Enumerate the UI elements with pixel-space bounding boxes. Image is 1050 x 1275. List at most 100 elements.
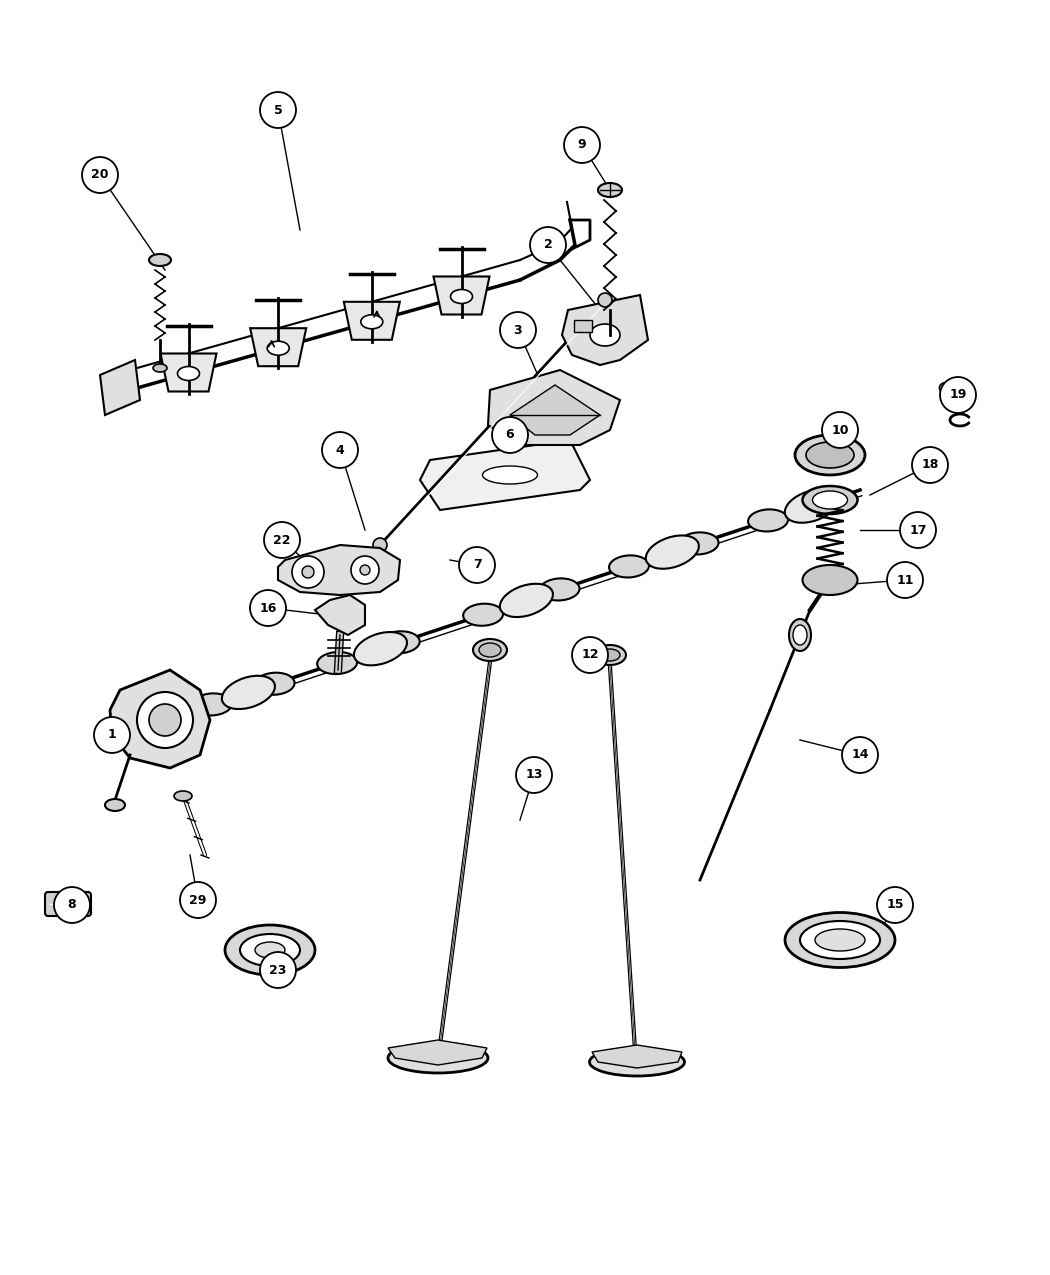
Circle shape — [492, 417, 528, 453]
Ellipse shape — [105, 799, 125, 811]
Circle shape — [598, 293, 612, 307]
Text: 10: 10 — [832, 423, 848, 436]
Text: 5: 5 — [274, 103, 282, 116]
Polygon shape — [420, 440, 590, 510]
Circle shape — [351, 556, 379, 584]
Circle shape — [530, 227, 566, 263]
Ellipse shape — [795, 435, 865, 476]
Ellipse shape — [802, 565, 858, 595]
Text: 29: 29 — [189, 894, 207, 907]
Ellipse shape — [388, 1043, 488, 1074]
Circle shape — [180, 882, 216, 918]
Text: 17: 17 — [909, 524, 927, 537]
Ellipse shape — [793, 625, 807, 645]
Polygon shape — [100, 360, 140, 414]
Text: 23: 23 — [269, 964, 287, 977]
Ellipse shape — [748, 510, 789, 532]
Text: 15: 15 — [886, 899, 904, 912]
Text: 12: 12 — [582, 649, 598, 662]
Text: 9: 9 — [578, 139, 586, 152]
Polygon shape — [110, 669, 210, 768]
Ellipse shape — [815, 929, 865, 951]
Text: 13: 13 — [525, 769, 543, 782]
Ellipse shape — [540, 579, 580, 601]
Ellipse shape — [255, 673, 295, 695]
Polygon shape — [343, 302, 400, 340]
Circle shape — [302, 566, 314, 578]
Circle shape — [887, 562, 923, 598]
Circle shape — [54, 887, 90, 923]
Circle shape — [940, 377, 976, 413]
Circle shape — [842, 737, 878, 773]
FancyBboxPatch shape — [45, 892, 91, 915]
Circle shape — [564, 128, 600, 163]
Bar — [574, 320, 592, 332]
Ellipse shape — [177, 366, 200, 380]
Text: 8: 8 — [67, 899, 77, 912]
Ellipse shape — [609, 556, 649, 578]
Circle shape — [822, 412, 858, 448]
Circle shape — [260, 92, 296, 128]
Circle shape — [373, 538, 387, 552]
Circle shape — [82, 157, 118, 193]
Ellipse shape — [813, 491, 847, 509]
Ellipse shape — [380, 631, 420, 653]
Circle shape — [900, 513, 936, 548]
Ellipse shape — [594, 645, 626, 666]
Ellipse shape — [483, 465, 538, 484]
Circle shape — [459, 547, 495, 583]
Ellipse shape — [940, 382, 961, 398]
Ellipse shape — [646, 536, 699, 569]
Ellipse shape — [267, 342, 289, 356]
Ellipse shape — [174, 790, 192, 801]
Circle shape — [292, 556, 324, 588]
Circle shape — [516, 757, 552, 793]
Ellipse shape — [255, 942, 285, 958]
Circle shape — [264, 521, 300, 558]
Ellipse shape — [149, 254, 171, 266]
Text: 19: 19 — [949, 389, 967, 402]
Ellipse shape — [800, 921, 880, 959]
Text: 6: 6 — [506, 428, 514, 441]
Ellipse shape — [806, 442, 854, 468]
Ellipse shape — [354, 632, 407, 666]
Text: 3: 3 — [513, 324, 522, 337]
Ellipse shape — [589, 1048, 685, 1076]
Ellipse shape — [785, 913, 895, 968]
Text: 1: 1 — [107, 728, 117, 742]
Polygon shape — [388, 1040, 487, 1065]
Ellipse shape — [598, 184, 622, 198]
Ellipse shape — [479, 643, 501, 657]
Polygon shape — [315, 595, 365, 635]
Text: 4: 4 — [336, 444, 344, 456]
Circle shape — [149, 704, 181, 736]
Text: 16: 16 — [259, 602, 277, 615]
Polygon shape — [434, 277, 489, 315]
Ellipse shape — [590, 324, 619, 346]
Ellipse shape — [802, 486, 858, 514]
Ellipse shape — [500, 584, 553, 617]
Ellipse shape — [240, 935, 300, 966]
Circle shape — [136, 692, 193, 748]
Polygon shape — [562, 295, 648, 365]
Text: 7: 7 — [472, 558, 481, 571]
Ellipse shape — [222, 676, 275, 709]
Ellipse shape — [450, 289, 472, 303]
Polygon shape — [250, 328, 307, 366]
Circle shape — [322, 432, 358, 468]
Text: 11: 11 — [897, 574, 914, 586]
Ellipse shape — [192, 694, 232, 715]
Text: 18: 18 — [921, 459, 939, 472]
Ellipse shape — [784, 490, 838, 523]
Circle shape — [912, 448, 948, 483]
Ellipse shape — [463, 603, 503, 626]
Ellipse shape — [153, 363, 167, 372]
Ellipse shape — [600, 649, 620, 660]
Ellipse shape — [678, 533, 718, 555]
Circle shape — [94, 717, 130, 754]
Ellipse shape — [472, 639, 507, 660]
Circle shape — [572, 638, 608, 673]
Polygon shape — [278, 544, 400, 595]
Circle shape — [877, 887, 914, 923]
Polygon shape — [488, 370, 620, 445]
